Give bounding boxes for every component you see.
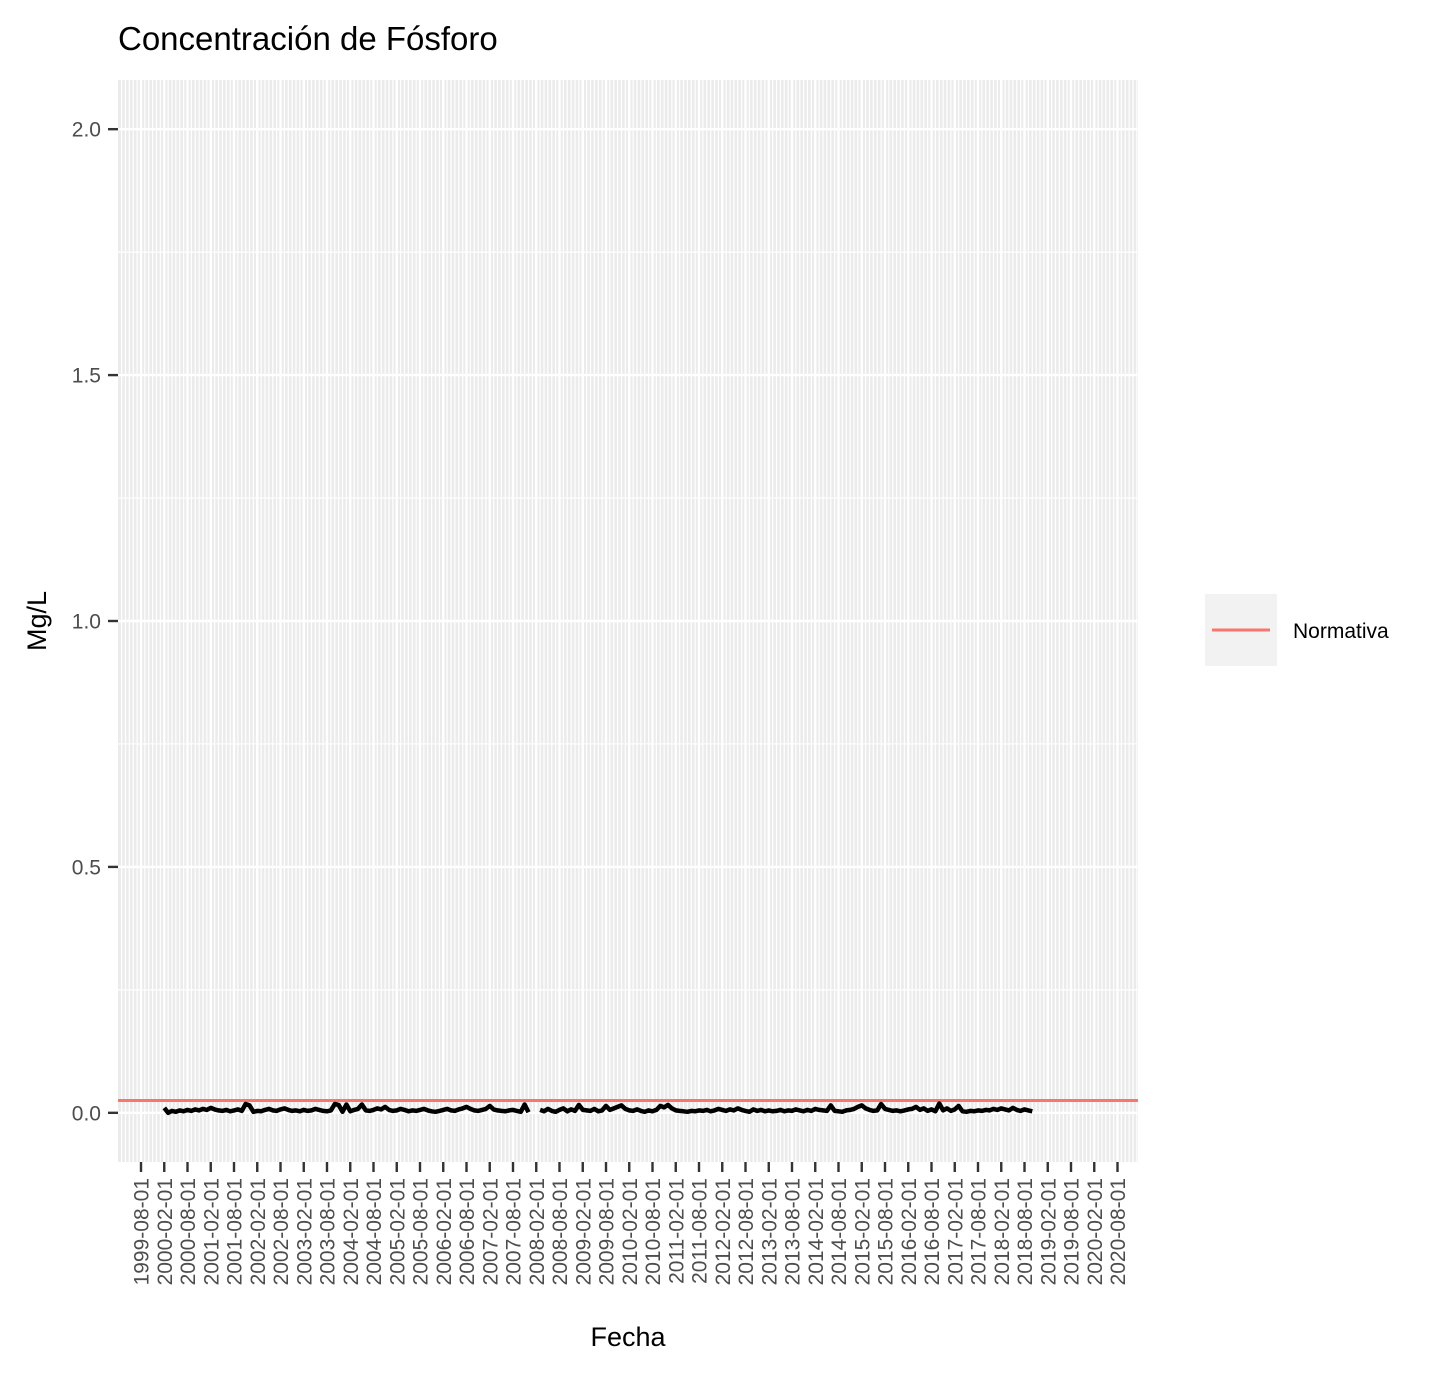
x-tick-label: 2018-08-01 [1014,1178,1037,1285]
x-tick-label: 2011-08-01 [689,1178,712,1284]
x-tick-label: 2013-08-01 [782,1178,805,1285]
x-tick-label: 2009-08-01 [596,1178,619,1285]
x-tick-label: 2001-02-01 [200,1178,223,1285]
y-axis-title: Mg/L [22,591,52,651]
legend-label-normativa: Normativa [1293,620,1389,643]
x-tick-label: 2015-02-01 [851,1178,874,1285]
chart-title: Concentración de Fósforo [118,20,498,57]
x-tick-label: 2015-08-01 [875,1178,898,1285]
y-axis: 0.0 0.5 1.0 1.5 2.0 [72,119,118,1125]
x-tick-label: 2002-02-01 [247,1178,270,1285]
x-tick-label: 2006-08-01 [456,1178,479,1285]
x-tick-label: 2018-02-01 [991,1178,1014,1285]
legend: Normativa [1205,594,1389,666]
series-line-segment [162,1101,531,1116]
x-tick-label: 2010-02-01 [619,1178,642,1285]
x-tick-label: 2000-02-01 [154,1178,177,1285]
x-tick-label: 2005-08-01 [410,1178,433,1285]
x-tick-label: 2004-08-01 [363,1178,386,1285]
x-tick-label: 2001-08-01 [224,1178,247,1285]
x-tick-label: 2008-08-01 [549,1178,572,1285]
x-tick-label: 2019-08-01 [1061,1178,1084,1285]
x-tick-label: 2007-08-01 [503,1178,526,1285]
x-tick-label: 2000-08-01 [177,1178,200,1285]
x-tick-label: 2020-08-01 [1107,1178,1130,1285]
x-tick-label: 2011-02-01 [665,1178,688,1284]
x-tick-label: 2007-02-01 [479,1178,502,1285]
x-tick-label: 2016-08-01 [921,1178,944,1285]
y-tick-label: 1.5 [72,365,101,388]
x-tick-label: 2006-02-01 [433,1178,456,1285]
x-tick-label: 2003-02-01 [293,1178,316,1285]
x-tick-label: 2004-02-01 [340,1178,363,1285]
x-axis-title: Fecha [590,1322,666,1352]
x-tick-label: 2016-02-01 [898,1178,921,1285]
x-tick-label: 2002-08-01 [270,1178,293,1285]
x-tick-label: 2020-02-01 [1084,1178,1107,1285]
x-tick-label: 2014-02-01 [805,1178,828,1285]
x-tick-label: 2005-02-01 [386,1178,409,1285]
y-tick-label: 0.5 [72,856,101,879]
x-tick-label: 2009-02-01 [572,1178,595,1285]
series-line-segment [539,1101,1033,1115]
x-tick-label: 2003-08-01 [317,1178,340,1285]
y-tick-label: 2.0 [72,119,101,142]
x-tick-label: 2013-02-01 [758,1178,781,1285]
x-tick-label: 2008-02-01 [526,1178,549,1285]
x-tick-label: 2010-08-01 [642,1178,665,1285]
y-tick-label: 1.0 [72,611,101,634]
x-tick-label: 2014-08-01 [828,1178,851,1285]
x-tick-label: 1999-08-01 [131,1178,154,1285]
y-tick-label: 0.0 [72,1102,101,1125]
x-tick-label: 2017-02-01 [944,1178,967,1285]
phosphorus-series [162,1101,1033,1116]
x-tick-label: 2012-08-01 [735,1178,758,1285]
x-tick-label: 2019-02-01 [1037,1178,1060,1285]
x-tick-label: 2017-08-01 [968,1178,991,1285]
x-axis: 1999-08-01 2000-02-01 2000-08-01 2001-02-01… [131,1162,1130,1285]
x-tick-label: 2012-02-01 [712,1178,735,1285]
